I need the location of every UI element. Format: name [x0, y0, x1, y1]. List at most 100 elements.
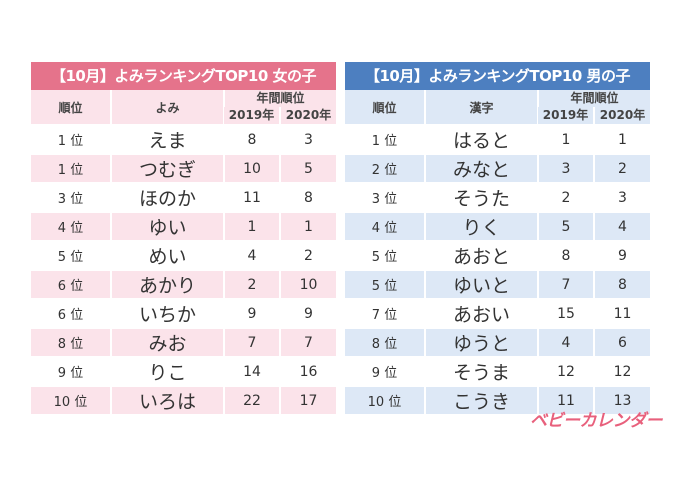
- year-2019-header: 2019年: [538, 107, 594, 125]
- rank-cell: 10 位: [31, 385, 111, 414]
- rank-cell: 5 位: [345, 240, 425, 270]
- rank-2020-cell: 9: [278, 298, 337, 328]
- annual-rank-header: 年間順位: [222, 90, 337, 107]
- rank-2020-cell: 3: [592, 182, 651, 212]
- rank-2020-cell: 1: [592, 124, 651, 154]
- table-row: 1 位えま 8 3: [31, 124, 337, 154]
- table-row: 8 位ゆうと 4 6: [345, 327, 651, 357]
- name-cell: えま: [110, 124, 224, 154]
- table-row: 9 位そうま 12 12: [345, 356, 651, 386]
- table-row: 10 位こうき 11 13: [345, 385, 651, 414]
- name-cell: いろは: [110, 385, 224, 414]
- girls-ranking-title: 【10月】よみランキングTOP10 女の子: [31, 62, 336, 90]
- rank-cell: 9 位: [345, 356, 425, 386]
- rank-2019-cell: 14: [223, 356, 280, 386]
- rank-2020-cell: 13: [592, 385, 651, 414]
- rank-2020-cell: 4: [592, 211, 651, 241]
- name-cell: あおい: [424, 298, 538, 328]
- rank-cell: 5 位: [31, 240, 111, 270]
- rank-cell: 6 位: [31, 269, 111, 299]
- table-row: 3 位ほのか 11 8: [31, 182, 337, 212]
- rank-cell: 3 位: [31, 182, 111, 212]
- boys-ranking-panel: 【10月】よみランキングTOP10 男の子 順位 漢字 年間順位 2019年 2…: [345, 62, 651, 414]
- rank-2020-cell: 5: [278, 153, 337, 183]
- name-cell: ゆい: [110, 211, 224, 241]
- rank-cell: 1 位: [31, 153, 111, 183]
- table-row: 3 位そうた 2 3: [345, 182, 651, 212]
- boys-ranking-table: 順位 漢字 年間順位 2019年 2020年 1 位はると 1 1 2 位みなと 3 2 3…: [345, 90, 651, 414]
- rank-2019-cell: 4: [537, 327, 594, 357]
- name-cell: こうき: [424, 385, 538, 414]
- name-cell: めい: [110, 240, 224, 270]
- rank-cell: 4 位: [345, 211, 425, 241]
- rank-cell: 1 位: [345, 124, 425, 154]
- rank-2020-cell: 12: [592, 356, 651, 386]
- boys-ranking-title: 【10月】よみランキングTOP10 男の子: [345, 62, 650, 90]
- rank-2019-cell: 5: [537, 211, 594, 241]
- rank-2019-cell: 10: [223, 153, 280, 183]
- table-row: 5 位めい 4 2: [31, 240, 337, 270]
- name-cell: はると: [424, 124, 538, 154]
- name-cell: りこ: [110, 356, 224, 386]
- name-cell: そうた: [424, 182, 538, 212]
- girls-ranking-table: 順位 よみ 年間順位 2019年 2020年 1 位えま 8 3 1 位つむぎ 10 5 3…: [31, 90, 337, 414]
- rank-2020-cell: 8: [278, 182, 337, 212]
- rank-2019-cell: 11: [223, 182, 280, 212]
- rank-2020-cell: 2: [278, 240, 337, 270]
- rank-2020-cell: 11: [592, 298, 651, 328]
- table-row: 6 位あかり 2 10: [31, 269, 337, 299]
- rank-2019-cell: 15: [537, 298, 594, 328]
- table-row: 1 位つむぎ 10 5: [31, 153, 337, 183]
- table-row: 1 位はると 1 1: [345, 124, 651, 154]
- year-2019-header: 2019年: [224, 107, 280, 125]
- rank-2019-cell: 9: [223, 298, 280, 328]
- rank-2020-cell: 6: [592, 327, 651, 357]
- table-row: 10 位いろは 22 17: [31, 385, 337, 414]
- rank-2019-cell: 11: [537, 385, 594, 414]
- rank-2020-cell: 3: [278, 124, 337, 154]
- rank-2020-cell: 2: [592, 153, 651, 183]
- girls-ranking-panel: 【10月】よみランキングTOP10 女の子 順位 よみ 年間順位 2019年 2…: [31, 62, 337, 414]
- rank-2020-cell: 17: [278, 385, 337, 414]
- year-2020-header: 2020年: [592, 107, 651, 125]
- rank-column-header: 順位: [345, 90, 425, 125]
- name-cell: つむぎ: [110, 153, 224, 183]
- rank-2019-cell: 8: [537, 240, 594, 270]
- rank-2019-cell: 1: [537, 124, 594, 154]
- rank-2020-cell: 16: [278, 356, 337, 386]
- table-row: 6 位いちか 9 9: [31, 298, 337, 328]
- rank-2020-cell: 10: [278, 269, 337, 299]
- rank-2019-cell: 22: [223, 385, 280, 414]
- rank-2020-cell: 8: [592, 269, 651, 299]
- name-cell: ゆいと: [424, 269, 538, 299]
- rank-cell: 8 位: [31, 327, 111, 357]
- rank-column-header: 順位: [31, 90, 111, 125]
- rank-2019-cell: 1: [223, 211, 280, 241]
- rank-cell: 7 位: [345, 298, 425, 328]
- table-row: 4 位ゆい 1 1: [31, 211, 337, 241]
- name-cell: いちか: [110, 298, 224, 328]
- rank-2020-cell: 1: [278, 211, 337, 241]
- table-row: 2 位みなと 3 2: [345, 153, 651, 183]
- name-cell: みなと: [424, 153, 538, 183]
- rank-2020-cell: 7: [278, 327, 337, 357]
- table-row: 4 位りく 5 4: [345, 211, 651, 241]
- name-cell: あかり: [110, 269, 224, 299]
- table-row: 8 位みお 7 7: [31, 327, 337, 357]
- annual-rank-header: 年間順位: [536, 90, 651, 107]
- rank-2019-cell: 3: [537, 153, 594, 183]
- table-row: 5 位あおと 8 9: [345, 240, 651, 270]
- name-cell: そうま: [424, 356, 538, 386]
- name-cell: りく: [424, 211, 538, 241]
- name-cell: ゆうと: [424, 327, 538, 357]
- rank-2019-cell: 4: [223, 240, 280, 270]
- name-cell: みお: [110, 327, 224, 357]
- rank-cell: 8 位: [345, 327, 425, 357]
- rank-cell: 6 位: [31, 298, 111, 328]
- rank-2019-cell: 2: [223, 269, 280, 299]
- rank-cell: 2 位: [345, 153, 425, 183]
- year-2020-header: 2020年: [278, 107, 337, 125]
- rank-2019-cell: 12: [537, 356, 594, 386]
- table-row: 9 位りこ 14 16: [31, 356, 337, 386]
- table-row: 5 位ゆいと 7 8: [345, 269, 651, 299]
